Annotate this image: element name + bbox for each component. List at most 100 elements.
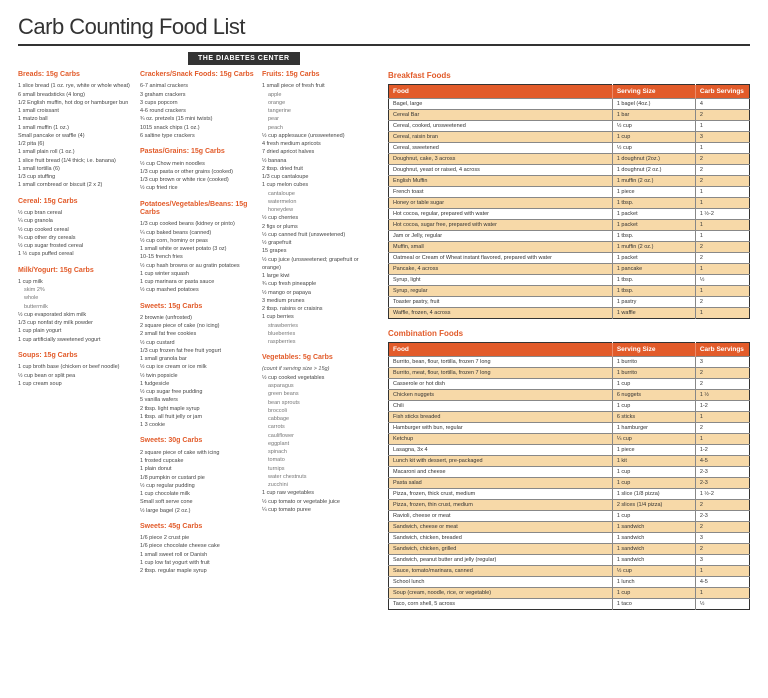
section-heading: Sweets: 15g Carbs [140, 303, 256, 311]
list-subitem: buttermilk [18, 303, 134, 311]
section-heading: Potatoes/Vegetables/Beans: 15g Carbs [140, 201, 256, 218]
table-title: Combination Foods [388, 329, 750, 338]
list-item: ¾ cup other dry cereals [18, 234, 134, 242]
table-cell: 1 cup [612, 132, 695, 143]
table-cell: 1 cup [612, 511, 695, 522]
section-heading: Milk/Yogurt: 15g Carbs [18, 267, 134, 275]
list-item: 2 tbsp. light maple syrup [140, 405, 256, 413]
list-item: 1/3 cup nonfat dry milk powder [18, 319, 134, 327]
table-cell: 1-2 [695, 445, 749, 456]
table-cell: Pasta salad [389, 478, 613, 489]
list-item: 1 cup low fat yogurt with fruit [140, 559, 256, 567]
table-cell: 2-3 [695, 467, 749, 478]
table-cell: 1 piece [612, 187, 695, 198]
section-heading: Breads: 15g Carbs [18, 71, 134, 79]
list-item: 1 small cornbread or biscuit (2 x 2) [18, 181, 134, 189]
table-row: Pizza, frozen, thick crust, medium1 slic… [389, 489, 750, 500]
list-subitem: honeydew [262, 206, 378, 214]
list-item: 1 3 cookie [140, 421, 256, 429]
list-subitem: apple [262, 91, 378, 99]
list-subitem: blueberries [262, 330, 378, 338]
list-subitem: pear [262, 115, 378, 123]
table-header: Serving Size [612, 343, 695, 357]
table-cell: 1 pancake [612, 264, 695, 275]
list-item: 3 cups popcorn [140, 99, 256, 107]
table-cell: 2 [695, 500, 749, 511]
title-rule [18, 44, 750, 46]
table-row: Chili1 cup1-2 [389, 401, 750, 412]
list-item: 1 small muffin (1 oz.) [18, 124, 134, 132]
table-row: Jam or Jelly, regular1 tbsp.1 [389, 231, 750, 242]
table-cell: Oatmeal or Cream of Wheat instant flavor… [389, 253, 613, 264]
list-item: 2 figs or plums [262, 223, 378, 231]
table-row: Honey or table sugar1 tbsp.1 [389, 198, 750, 209]
list-subitem: cauliflower [262, 432, 378, 440]
table-cell: 1 [695, 566, 749, 577]
table-row: Pasta salad1 cup2-3 [389, 478, 750, 489]
list-item: 1 plain donut [140, 465, 256, 473]
list-subitem: strawberries [262, 322, 378, 330]
table-row: Muffin, small1 muffin (2 oz.)2 [389, 242, 750, 253]
list-item: 15 grapes [262, 247, 378, 255]
list-item: 1/3 cup cooked beans (kidney or pinto) [140, 220, 256, 228]
left-columns: Breads: 15g Carbs1 slice bread (1 oz. ry… [18, 71, 378, 620]
list-item: 1 matzo ball [18, 115, 134, 123]
list-item: 1/3 cup frozen fat free fruit yogurt [140, 347, 256, 355]
center-banner: THE DIABETES CENTER [188, 52, 300, 65]
table-cell: 1 ½-2 [695, 209, 749, 220]
table-row: Cereal, sweetened½ cup1 [389, 143, 750, 154]
table-cell: 2 [695, 110, 749, 121]
table-row: Sandwich, cheese or meat1 sandwich2 [389, 522, 750, 533]
table-cell: 1 packet [612, 253, 695, 264]
table-cell: 1 sandwich [612, 522, 695, 533]
list-item: ½ cup corn, hominy or peas [140, 237, 256, 245]
list-item: 6-7 animal crackers [140, 82, 256, 90]
table-cell: Ravioli, cheese or meat [389, 511, 613, 522]
list-item: ¼ cup tomato puree [262, 506, 378, 514]
table-cell: 1 tbsp. [612, 275, 695, 286]
list-item: ½ cup bran cereal [18, 209, 134, 217]
list-item: 2 square piece of cake (no icing) [140, 322, 256, 330]
table-cell: Cereal, sweetened [389, 143, 613, 154]
table-cell: 1 muffin (2 oz.) [612, 176, 695, 187]
table-cell: 6 sticks [612, 412, 695, 423]
table-cell: 1 [695, 264, 749, 275]
list-item: ¾ cup fresh pineapple [262, 280, 378, 288]
table-cell: 1 [695, 121, 749, 132]
table-cell: 1 [695, 286, 749, 297]
table-cell: Pizza, frozen, thick crust, medium [389, 489, 613, 500]
table-header: Food [389, 85, 613, 99]
section-heading: Vegetables: 5g Carbs [262, 354, 378, 362]
list-item: 10-15 french fries [140, 253, 256, 261]
table-cell: 1 [695, 588, 749, 599]
list-item: 1 cup artificially sweetened yogurt [18, 336, 134, 344]
list-item: 1/8 pumpkin or custard pie [140, 474, 256, 482]
table-cell: 1 lunch [612, 577, 695, 588]
section-heading: Sweets: 45g Carbs [140, 523, 256, 531]
list-item: Small pancake or waffle (4) [18, 132, 134, 140]
table-cell: 1 [695, 308, 749, 319]
table-cell: Pizza, frozen, thin crust, medium [389, 500, 613, 511]
list-item: 1 small sweet roll or Danish [140, 551, 256, 559]
table-row: English Muffin1 muffin (2 oz.)2 [389, 176, 750, 187]
table-cell: 4-5 [695, 456, 749, 467]
food-table: FoodServing SizeCarb ServingsBurrito, be… [388, 342, 750, 610]
list-item: 1 large kiwi [262, 272, 378, 280]
table-row: Lasagna, 3x 41 piece1-2 [389, 445, 750, 456]
table-cell: 1 ½ [695, 390, 749, 401]
list-item: 1 small granola bar [140, 355, 256, 363]
table-cell: ½ [695, 599, 749, 610]
table-cell: Honey or table sugar [389, 198, 613, 209]
main-layout: Breads: 15g Carbs1 slice bread (1 oz. ry… [18, 71, 750, 620]
table-cell: 3 [695, 132, 749, 143]
table-cell: Syrup, light [389, 275, 613, 286]
table-cell: Taco, corn shell, 5 across [389, 599, 613, 610]
table-cell: 1 packet [612, 220, 695, 231]
table-cell: Hamburger with bun, regular [389, 423, 613, 434]
table-cell: 1 tbsp. [612, 198, 695, 209]
table-cell: Cereal, raisin bran [389, 132, 613, 143]
table-row: French toast1 piece1 [389, 187, 750, 198]
list-item: 2 square piece of cake with icing [140, 449, 256, 457]
list-subitem: cantaloupe [262, 190, 378, 198]
list-item: 1 cup cream soup [18, 380, 134, 388]
